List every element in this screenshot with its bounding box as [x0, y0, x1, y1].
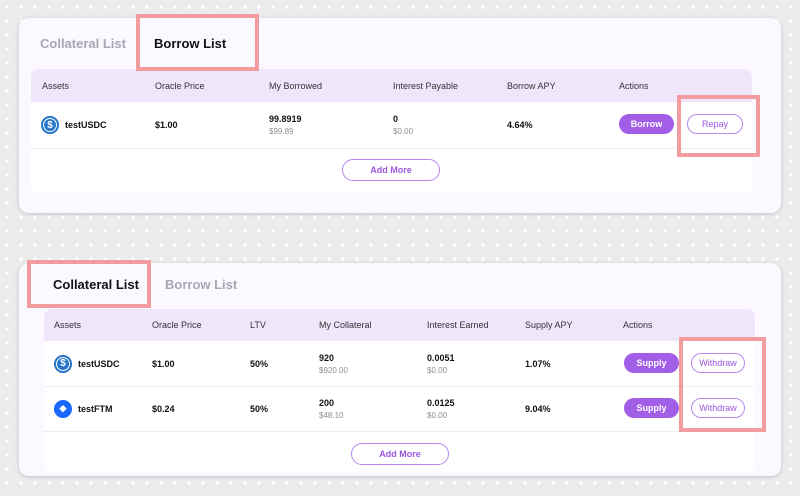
collateral-panel: Collateral List Borrow List Assets Oracl…	[19, 263, 781, 476]
collateral-table: Assets Oracle Price LTV My Collateral In…	[44, 309, 755, 472]
asset-cell: ◆ testFTM	[54, 399, 113, 418]
earned-usd: $0.00	[427, 410, 448, 420]
collateral-cell: 200 $48.10	[319, 398, 343, 420]
tab-collateral-list[interactable]: Collateral List	[40, 36, 126, 51]
collateral-usd: $920.00	[319, 365, 348, 375]
withdraw-button[interactable]: Withdraw	[691, 398, 745, 418]
header-borrow-apy: Borrow APY	[507, 80, 556, 91]
earned-cell: 0.0125 $0.00	[427, 398, 455, 420]
borrow-apy: 4.64%	[507, 120, 533, 130]
header-actions: Actions	[619, 80, 649, 91]
asset-cell: $ testUSDC	[41, 116, 107, 134]
header-ltv: LTV	[250, 320, 266, 330]
table-row: ◆ testFTM $0.24 50% 200 $48.10 0.0125 $0…	[44, 386, 755, 432]
collateral-amount: 200	[319, 397, 335, 408]
supply-button[interactable]: Supply	[624, 398, 679, 418]
borrowed-cell: 99.8919 $99.89	[269, 114, 302, 136]
tab-borrow-list[interactable]: Borrow List	[154, 36, 227, 51]
ltv: 50%	[250, 403, 269, 414]
header-oracle-price: Oracle Price	[155, 80, 205, 91]
header-supply-apy: Supply APY	[525, 320, 573, 330]
oracle-price: $0.24	[152, 403, 175, 414]
borrow-button[interactable]: Borrow	[619, 114, 674, 134]
ltv: 50%	[250, 358, 269, 369]
supply-apy: 9.04%	[525, 403, 551, 414]
borrowed-amount: 99.8919	[269, 114, 302, 124]
collateral-amount: 920	[319, 352, 335, 363]
add-more-button[interactable]: Add More	[351, 443, 449, 465]
oracle-price: $1.00	[152, 358, 175, 369]
add-more-button[interactable]: Add More	[342, 159, 440, 181]
interest-amount: 0	[393, 114, 399, 124]
header-my-collateral: My Collateral	[319, 320, 372, 330]
asset-cell: $ testUSDC	[54, 354, 120, 373]
interest-usd: $0.00	[393, 127, 414, 136]
earned-cell: 0.0051 $0.00	[427, 353, 455, 375]
ftm-icon: ◆	[54, 399, 72, 418]
supply-apy: 1.07%	[525, 358, 551, 369]
asset-name: testFTM	[78, 403, 113, 414]
asset-name: testUSDC	[65, 120, 107, 130]
oracle-price: $1.00	[155, 120, 178, 130]
header-oracle-price: Oracle Price	[152, 320, 202, 330]
earned-amount: 0.0125	[427, 397, 455, 408]
withdraw-button[interactable]: Withdraw	[691, 353, 745, 373]
borrowed-usd: $99.89	[269, 127, 294, 136]
asset-name: testUSDC	[78, 358, 120, 369]
header-interest-earned: Interest Earned	[427, 320, 489, 330]
collateral-usd: $48.10	[319, 410, 344, 420]
tab-bar: Collateral List Borrow List	[19, 263, 781, 313]
tab-collateral-list[interactable]: Collateral List	[53, 277, 139, 292]
header-actions: Actions	[623, 320, 653, 330]
earned-usd: $0.00	[427, 365, 448, 375]
usdc-icon: $	[41, 116, 59, 134]
tab-borrow-list[interactable]: Borrow List	[165, 277, 238, 292]
interest-cell: 0 $0.00	[393, 114, 413, 136]
table-row: $ testUSDC $1.00 99.8919 $99.89 0 $0.00 …	[31, 102, 752, 149]
borrow-table: Assets Oracle Price My Borrowed Interest…	[31, 69, 752, 193]
collateral-cell: 920 $920.00	[319, 353, 348, 375]
header-assets: Assets	[54, 320, 82, 330]
repay-button[interactable]: Repay	[687, 114, 743, 134]
header-assets: Assets	[42, 80, 70, 91]
table-header: Assets Oracle Price My Borrowed Interest…	[31, 69, 752, 102]
header-interest-payable: Interest Payable	[393, 80, 459, 91]
table-row: $ testUSDC $1.00 50% 920 $920.00 0.0051 …	[44, 341, 755, 387]
table-header: Assets Oracle Price LTV My Collateral In…	[44, 309, 755, 341]
usdc-icon: $	[54, 354, 72, 373]
supply-button[interactable]: Supply	[624, 353, 679, 373]
earned-amount: 0.0051	[427, 352, 455, 363]
tab-bar: Collateral List Borrow List	[19, 18, 781, 68]
header-my-borrowed: My Borrowed	[269, 80, 323, 91]
borrow-panel: Collateral List Borrow List Assets Oracl…	[19, 18, 781, 213]
